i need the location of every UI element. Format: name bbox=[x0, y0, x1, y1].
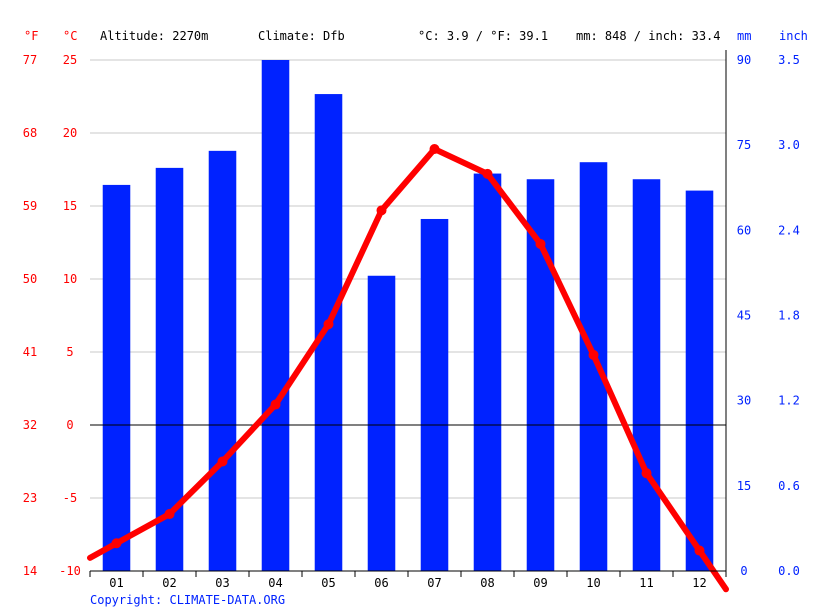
celsius-unit-label: °C bbox=[63, 29, 77, 43]
precipitation-bar bbox=[473, 173, 502, 572]
inch-tick-label: 3.0 bbox=[778, 138, 800, 152]
temperature-line bbox=[87, 146, 729, 593]
temperature-point bbox=[270, 399, 281, 410]
x-tick-label: 03 bbox=[215, 576, 229, 590]
fahrenheit-unit-label: °F bbox=[24, 29, 38, 43]
mm-tick-label: 90 bbox=[737, 53, 751, 67]
precipitation-bar bbox=[102, 184, 131, 571]
precipitation-bar bbox=[314, 94, 343, 572]
x-tick-label: 06 bbox=[374, 576, 388, 590]
mm-tick-label: 0 bbox=[740, 564, 747, 578]
celsius-tick-label: 10 bbox=[63, 272, 77, 286]
average-temperature-label: °C: 3.9 / °F: 39.1 bbox=[418, 29, 548, 43]
celsius-tick-label: -10 bbox=[59, 564, 81, 578]
x-tick-label: 07 bbox=[427, 576, 441, 590]
celsius-tick-label: 5 bbox=[66, 345, 73, 359]
fahrenheit-tick-label: 41 bbox=[23, 345, 37, 359]
x-tick-label: 04 bbox=[268, 576, 282, 590]
temperature-point bbox=[323, 319, 334, 330]
precipitation-bar bbox=[632, 179, 661, 571]
inch-tick-label: 2.4 bbox=[778, 223, 800, 237]
temperature-point bbox=[217, 456, 228, 467]
fahrenheit-tick-label: 50 bbox=[23, 272, 37, 286]
precipitation-bar bbox=[367, 275, 396, 571]
mm-unit-label: mm bbox=[737, 29, 751, 43]
x-tick-label: 10 bbox=[586, 576, 600, 590]
temperature-point bbox=[429, 144, 440, 155]
precipitation-bar bbox=[685, 190, 714, 572]
temperature-point bbox=[535, 238, 546, 249]
precipitation-bar bbox=[579, 162, 608, 571]
fahrenheit-tick-label: 59 bbox=[23, 199, 37, 213]
celsius-tick-label: -5 bbox=[63, 491, 77, 505]
inch-tick-label: 1.2 bbox=[778, 394, 800, 408]
mm-tick-label: 45 bbox=[737, 309, 751, 323]
temperature-point bbox=[588, 349, 599, 360]
precipitation-bars bbox=[102, 60, 714, 572]
temperature-point bbox=[482, 168, 493, 179]
temperature-point bbox=[111, 538, 122, 549]
precipitation-bar bbox=[261, 60, 290, 571]
mm-tick-label: 15 bbox=[737, 479, 751, 493]
mm-tick-label: 75 bbox=[737, 138, 751, 152]
x-tick-label: 05 bbox=[321, 576, 335, 590]
temperature-point bbox=[376, 205, 387, 216]
axes bbox=[89, 50, 727, 577]
temperature-line-layer bbox=[87, 144, 729, 593]
copyright-text: Copyright: CLIMATE-DATA.ORG bbox=[90, 593, 285, 607]
climate-label: Climate: Dfb bbox=[258, 29, 345, 43]
x-tick-label: 01 bbox=[109, 576, 123, 590]
inch-unit-label: inch bbox=[779, 29, 808, 43]
inch-tick-label: 0.6 bbox=[778, 479, 800, 493]
altitude-label: Altitude: 2270m bbox=[100, 29, 208, 43]
temperature-point bbox=[694, 545, 705, 556]
celsius-tick-label: 15 bbox=[63, 199, 77, 213]
inch-tick-label: 3.5 bbox=[778, 53, 800, 67]
mm-tick-label: 30 bbox=[737, 394, 751, 408]
temperature-point bbox=[164, 509, 175, 520]
precipitation-bar bbox=[208, 150, 237, 571]
fahrenheit-tick-label: 32 bbox=[23, 418, 37, 432]
x-tick-label: 09 bbox=[533, 576, 547, 590]
fahrenheit-tick-label: 77 bbox=[23, 53, 37, 67]
mm-tick-label: 60 bbox=[737, 223, 751, 237]
celsius-tick-label: 25 bbox=[63, 53, 77, 67]
x-tick-label: 02 bbox=[162, 576, 176, 590]
temperature-point bbox=[641, 468, 652, 479]
x-tick-label: 11 bbox=[639, 576, 653, 590]
fahrenheit-tick-label: 68 bbox=[23, 126, 37, 140]
x-tick-label: 12 bbox=[692, 576, 706, 590]
inch-tick-label: 1.8 bbox=[778, 309, 800, 323]
fahrenheit-tick-label: 14 bbox=[23, 564, 37, 578]
gridlines bbox=[90, 59, 726, 499]
precipitation-bar bbox=[420, 218, 449, 571]
annual-precipitation-label: mm: 848 / inch: 33.4 bbox=[576, 29, 721, 43]
x-tick-label: 08 bbox=[480, 576, 494, 590]
precipitation-bar bbox=[526, 179, 555, 571]
celsius-tick-label: 0 bbox=[66, 418, 73, 432]
inch-tick-label: 0.0 bbox=[778, 564, 800, 578]
celsius-tick-label: 20 bbox=[63, 126, 77, 140]
fahrenheit-tick-label: 23 bbox=[23, 491, 37, 505]
